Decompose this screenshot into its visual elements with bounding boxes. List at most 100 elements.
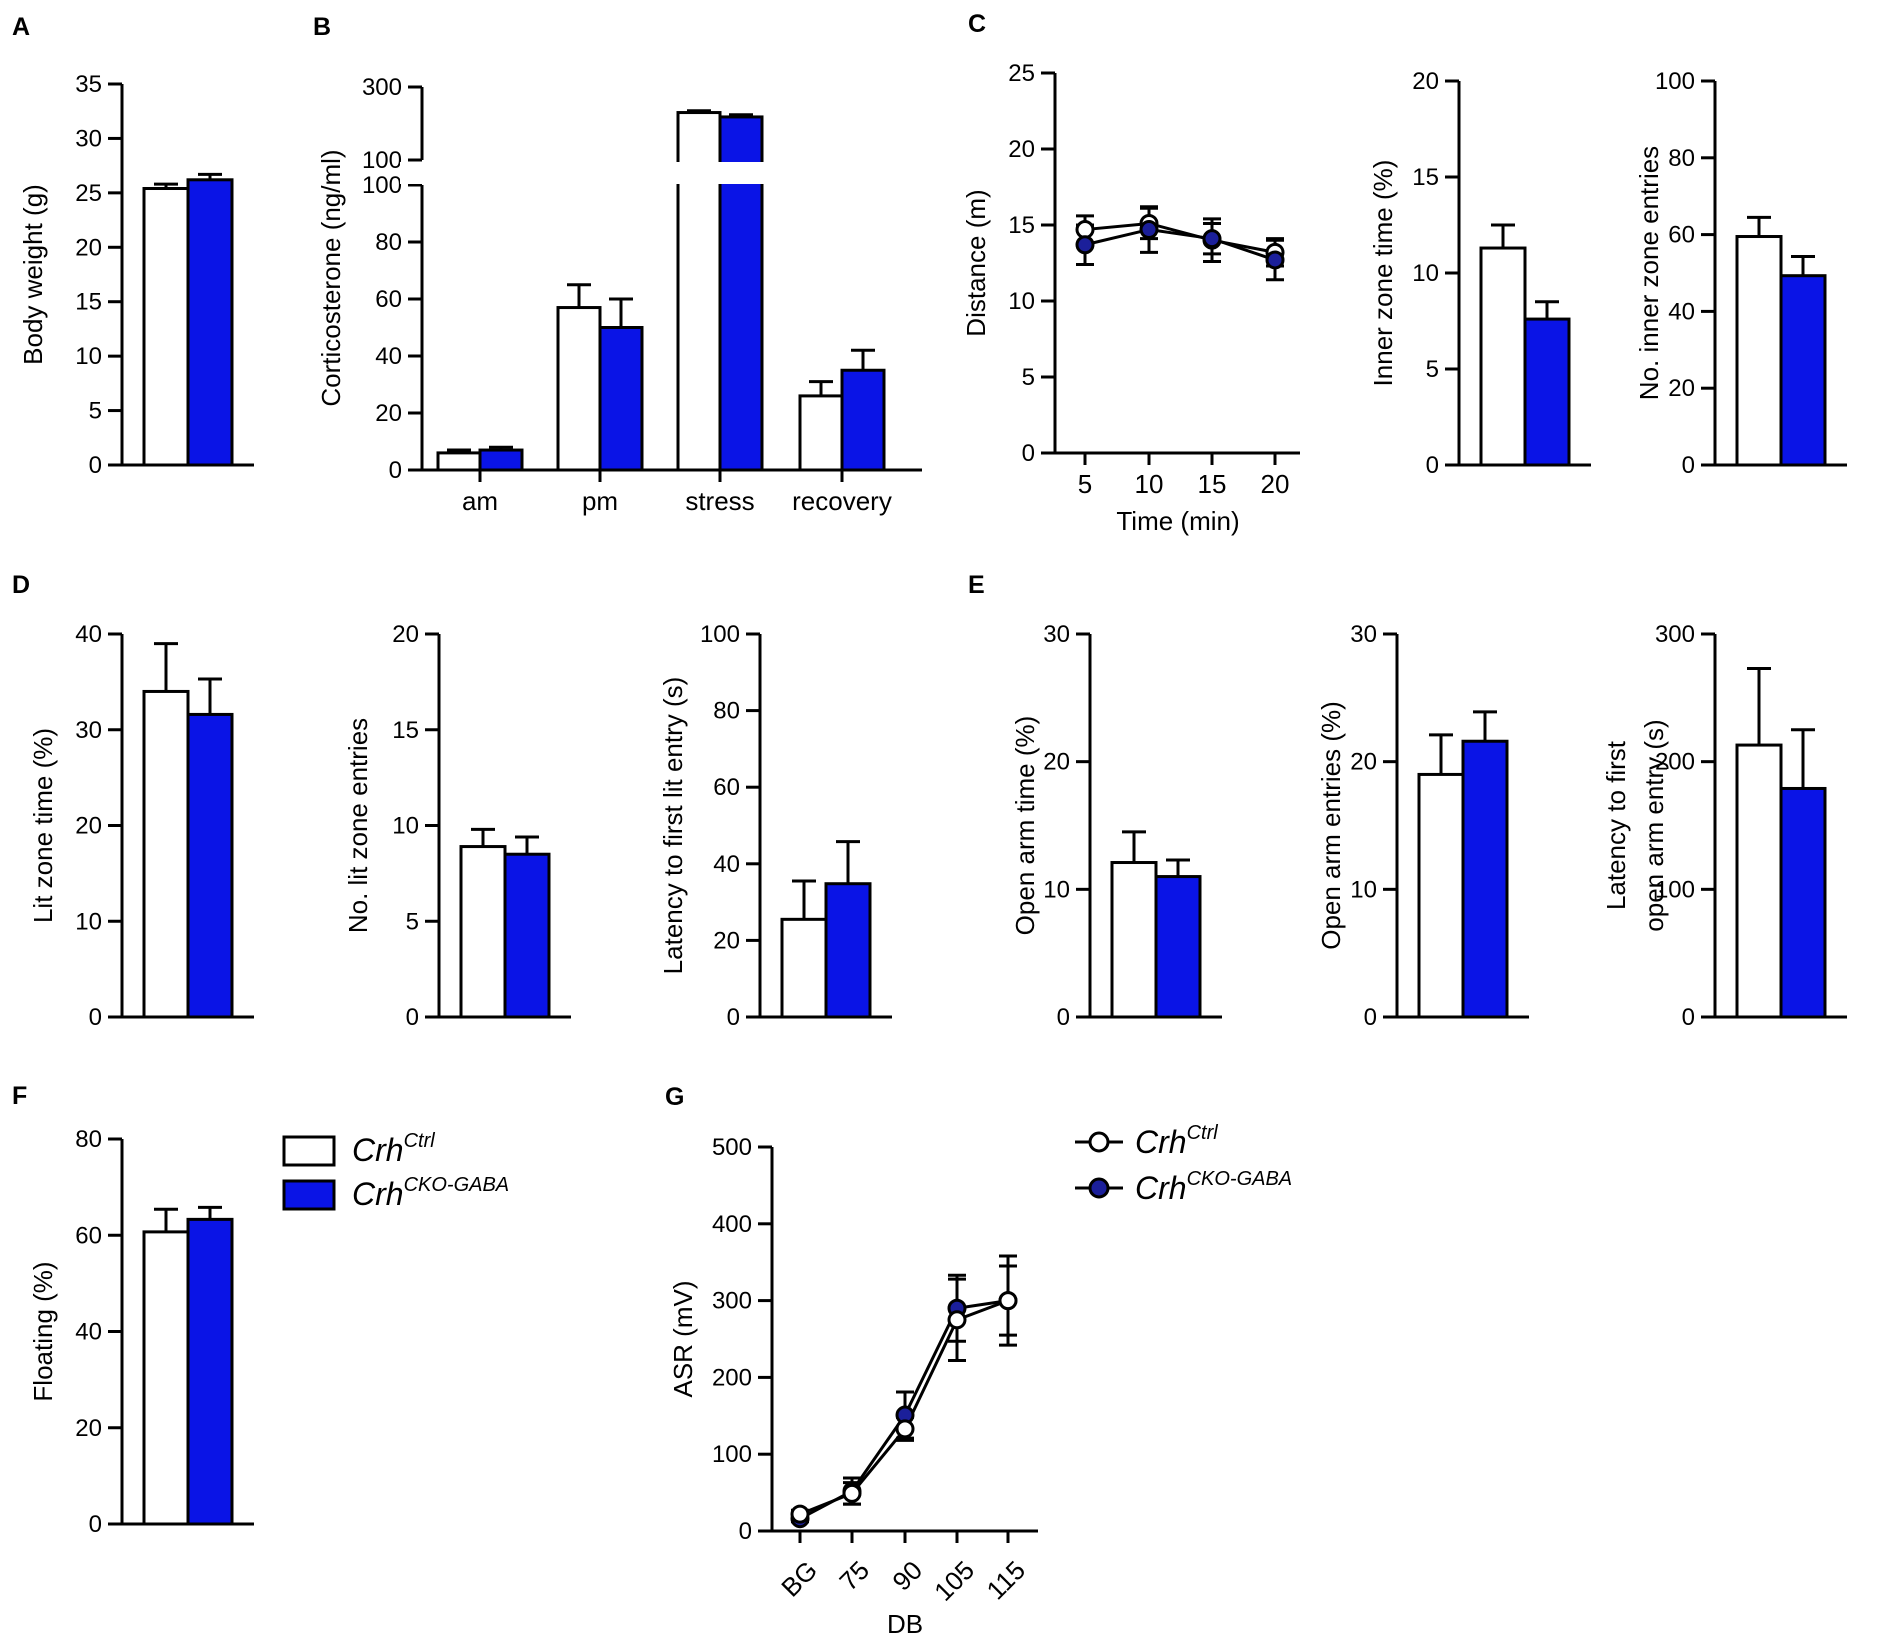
e3-bar-ctrl [1735, 743, 1783, 1019]
b-x-tick-label: pm [582, 486, 618, 516]
c2-y-tick-label: 20 [1412, 68, 1439, 95]
panel-label-c: C [968, 10, 986, 38]
e2-y-tick-label: 10 [1350, 876, 1377, 903]
b-y-tick-label: 60 [375, 286, 402, 313]
panel-d1: D 0 10 20 30 40 Lit zone time (%) [12, 571, 254, 1031]
d1-y-tick-label: 40 [75, 621, 102, 648]
d3-y-tick-label: 60 [713, 774, 740, 801]
e3-y-axis-label: Latency to first [1601, 740, 1631, 910]
g-y-tick-label: 100 [712, 1441, 752, 1468]
panel-e2: 0 10 20 30 Open arm entries (%) [1316, 621, 1529, 1031]
c2-y-tick-label: 10 [1412, 260, 1439, 287]
a-y-tick-label: 35 [75, 71, 102, 98]
b-bar-ctrl [436, 451, 482, 472]
e1-y-tick-label: 30 [1043, 621, 1070, 648]
a-y-tick-label: 5 [89, 398, 102, 425]
c3-y-tick-label: 0 [1682, 452, 1695, 479]
d2-y-axis-label: No. lit zone entries [343, 718, 373, 933]
g-point-ctrl [998, 1291, 1018, 1311]
f-bar-ctrl [142, 1230, 190, 1526]
panel-label-f: F [12, 1082, 27, 1110]
b-y-tick-label: 100 [362, 172, 402, 199]
e3-y-tick-label: 300 [1655, 621, 1695, 648]
c2-y-tick-label: 15 [1412, 164, 1439, 191]
c2-y-tick-label: 0 [1426, 452, 1439, 479]
c3-bar-ctrl [1735, 235, 1783, 467]
f-y-axis-label: Floating (%) [28, 1261, 58, 1401]
e3-y-tick-label: 0 [1682, 1004, 1695, 1031]
legend-swatch-cko [282, 1179, 336, 1211]
a-y-tick-label: 25 [75, 180, 102, 207]
d2-y-tick-label: 20 [392, 621, 419, 648]
d2-y-tick-label: 5 [406, 908, 419, 935]
c3-y-tick-label: 20 [1668, 375, 1695, 402]
panel-c3: 0 20 40 60 80 100 No. inner zone entries [1634, 68, 1847, 479]
e1-y-tick-label: 0 [1057, 1004, 1070, 1031]
c1-line-cko [1084, 228, 1276, 262]
panel-c1: C 0 5 10 15 20 25 5 10 15 20 Time (min) Distance (m) [961, 10, 1300, 536]
e2-bar-cko [1461, 739, 1509, 1019]
d3-y-tick-label: 40 [713, 851, 740, 878]
c1-y-tick-label: 0 [1022, 440, 1035, 467]
g-x-tick-label: 115 [981, 1555, 1032, 1606]
g-x-tick-label: 75 [833, 1555, 875, 1597]
c2-y-tick-label: 5 [1426, 356, 1439, 383]
c2-bar-ctrl [1479, 246, 1527, 467]
f-y-tick-label: 0 [89, 1511, 102, 1538]
c1-line-ctrl [1084, 221, 1276, 254]
d2-y-tick-label: 0 [406, 1004, 419, 1031]
c1-point-cko [1202, 229, 1222, 249]
panel-label-g: G [665, 1083, 684, 1111]
f-y-tick-label: 20 [75, 1415, 102, 1442]
g-y-tick-label: 200 [712, 1364, 752, 1391]
c1-x-tick-label: 20 [1261, 469, 1290, 499]
d3-bar-cko [824, 882, 872, 1019]
panel-g: G 0 100 200 300 400 500 BG 75 90 105 115 DB ASR (mV) [665, 1083, 1038, 1639]
a-y-tick-label: 10 [75, 343, 102, 370]
g-x-tick-label: 105 [928, 1555, 980, 1607]
d2-bar-cko [503, 852, 551, 1019]
e1-y-tick-label: 10 [1043, 876, 1070, 903]
a-y-axis-label: Body weight (g) [18, 184, 48, 365]
g-point-ctrl [790, 1504, 810, 1524]
c1-point-cko [1265, 250, 1285, 270]
a-y-tick-label: 20 [75, 234, 102, 261]
panel-c2: 0 5 10 15 20 Inner zone time (%) [1368, 68, 1591, 479]
d2-y-tick-label: 10 [392, 813, 419, 840]
c3-y-tick-label: 100 [1655, 68, 1695, 95]
b-x-tick-label: am [462, 486, 498, 516]
c3-bar-cko [1779, 274, 1827, 467]
a-bar-cko [186, 178, 234, 467]
g-x-axis-label: DB [887, 1609, 923, 1639]
g-point-ctrl [842, 1483, 862, 1503]
g-y-tick-label: 0 [739, 1518, 752, 1545]
line-legend: CrhCtrl CrhCKO-GABA [1075, 1122, 1292, 1206]
e2-bar-ctrl [1417, 772, 1465, 1019]
d3-y-tick-label: 0 [727, 1004, 740, 1031]
e2-y-tick-label: 0 [1364, 1004, 1377, 1031]
e2-y-axis-label: Open arm entries (%) [1316, 701, 1346, 950]
legend-marker-cko [1088, 1177, 1110, 1199]
bar-legend: CrhCtrl CrhCKO-GABA [282, 1130, 509, 1212]
b-y-tick-label: 20 [375, 400, 402, 427]
g-x-tick-label: BG [775, 1555, 823, 1603]
b-bar-ctrl [798, 394, 844, 472]
panel-f: F 0 20 40 60 80 Floating (%) [12, 1082, 254, 1538]
d1-y-tick-label: 30 [75, 717, 102, 744]
a-y-tick-label: 0 [89, 452, 102, 479]
f-y-tick-label: 40 [75, 1319, 102, 1346]
e3-y-axis-label: open arm entry (s) [1639, 719, 1669, 931]
c1-x-tick-label: 15 [1198, 469, 1227, 499]
c3-y-tick-label: 40 [1668, 298, 1695, 325]
e1-y-axis-label: Open arm time (%) [1010, 716, 1040, 936]
g-x-tick-label: 90 [886, 1555, 928, 1597]
e2-y-tick-label: 20 [1350, 749, 1377, 776]
b-y-tick-label: 40 [375, 343, 402, 370]
panel-label-e1: E [968, 571, 985, 599]
panel-e3: 0 100 200 300 Latency to first open arm entry… [1601, 621, 1847, 1031]
a-y-tick-label: 15 [75, 289, 102, 316]
d1-bar-ctrl [142, 689, 190, 1019]
c3-y-tick-label: 80 [1668, 145, 1695, 172]
